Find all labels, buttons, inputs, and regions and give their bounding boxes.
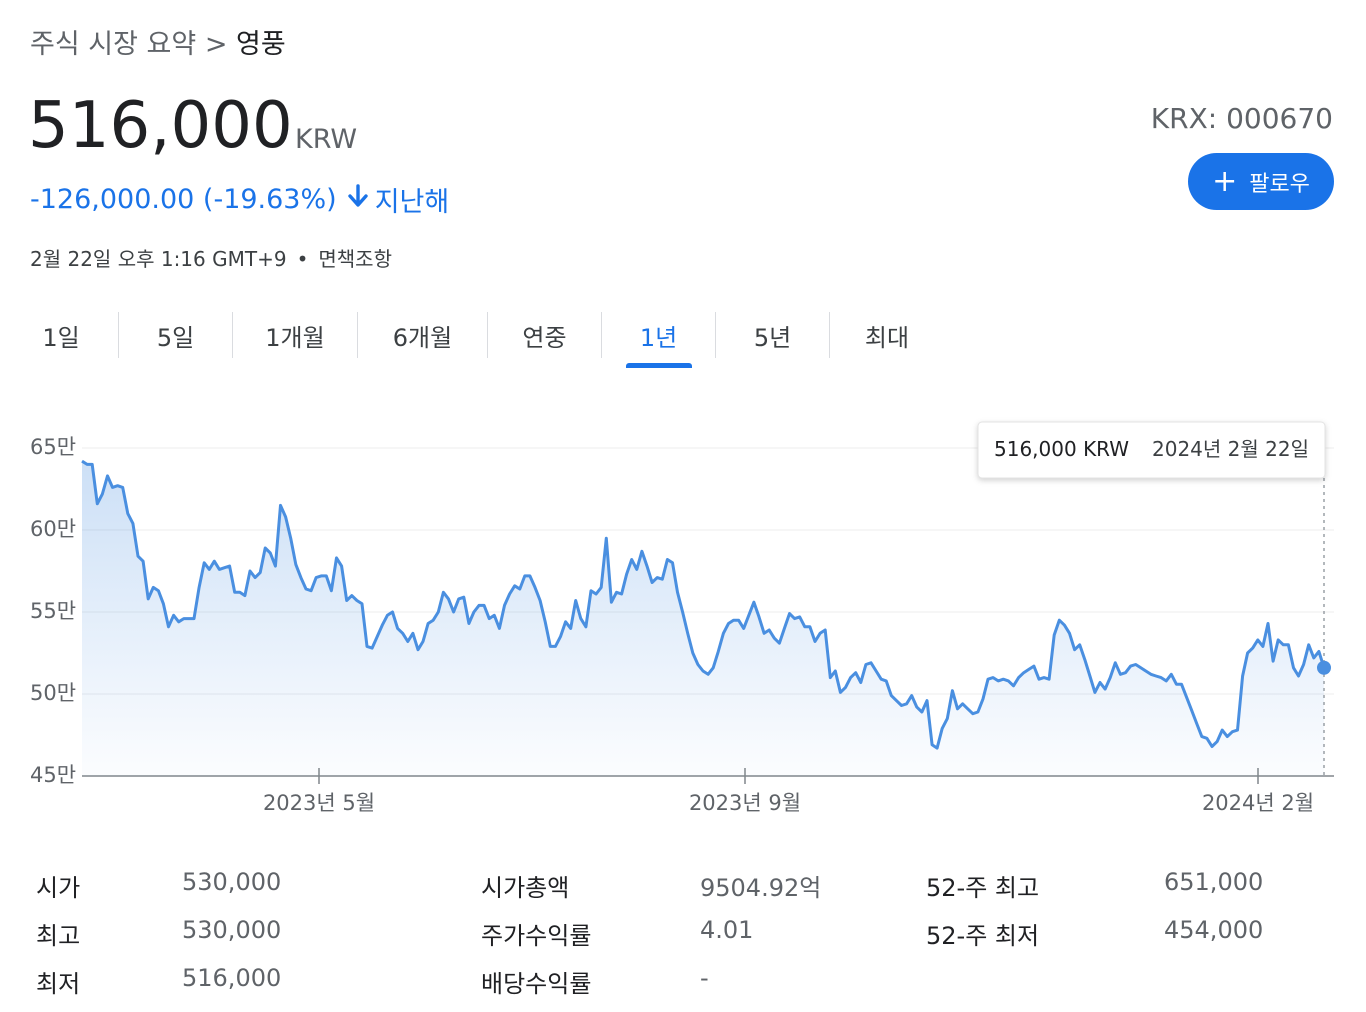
y-tick-label: 55만 — [30, 599, 76, 623]
price-change-value: -126,000.00 (-19.63%) — [30, 184, 337, 215]
y-tick-label: 45만 — [30, 763, 76, 787]
stat-value-high: 530,000 — [182, 916, 282, 944]
stat-label-low: 최저 — [36, 970, 81, 998]
y-tick-label: 65만 — [30, 435, 76, 459]
stat-label-dividend-yield: 배당수익률 — [481, 970, 592, 998]
stat-label-52w-low: 52-주 최저 — [926, 922, 1040, 950]
stat-label-high: 최고 — [36, 922, 81, 950]
price-change: -126,000.00 (-19.63%) 지난해 — [30, 180, 449, 219]
x-tick-label: 2024년 2월 — [1202, 791, 1314, 815]
current-price-marker — [1317, 660, 1331, 675]
stat-value-52w-high: 651,000 — [1164, 868, 1264, 896]
breadcrumb-separator: > — [204, 29, 228, 60]
ticker-symbol: KRX: 000670 — [1150, 102, 1333, 135]
stat-label-52w-high: 52-주 최고 — [926, 874, 1040, 902]
x-tick-label: 2023년 5월 — [263, 791, 375, 815]
stat-label-market-cap: 시가총액 — [481, 874, 570, 902]
stat-value-52w-low: 454,000 — [1164, 916, 1264, 944]
breadcrumb: 주식 시장 요약 > 영풍 — [30, 22, 286, 61]
stat-value-pe-ratio: 4.01 — [700, 916, 754, 944]
tab-5d[interactable]: 5일 — [119, 312, 233, 358]
price-change-period: 지난해 — [374, 187, 450, 218]
arrow-down-icon — [347, 184, 369, 215]
tab-5y[interactable]: 5년 — [716, 312, 830, 358]
tooltip-date: 2024년 2월 22일 — [1152, 437, 1309, 461]
stat-value-dividend-yield: - — [700, 964, 709, 992]
follow-button-label: 팔로우 — [1249, 171, 1310, 197]
tab-1d[interactable]: 1일 — [4, 312, 119, 358]
x-tick-label: 2023년 9월 — [689, 791, 801, 815]
plus-icon: + — [1212, 163, 1238, 199]
tab-6m[interactable]: 6개월 — [358, 312, 488, 358]
stock-price: 516,000 — [28, 89, 293, 163]
stat-value-low: 516,000 — [182, 964, 282, 992]
price-line — [81, 459, 1326, 750]
chart-tooltip: 516,000 KRW 2024년 2월 22일 — [977, 421, 1326, 479]
tab-1m[interactable]: 1개월 — [233, 312, 358, 358]
breadcrumb-parent[interactable]: 주식 시장 요약 — [30, 29, 197, 60]
separator-dot: • — [296, 247, 309, 271]
y-tick-label: 50만 — [30, 681, 76, 705]
time-range-tabs: 1일 5일 1개월 6개월 연중 1년 5년 최대 — [4, 312, 944, 368]
tab-ytd[interactable]: 연중 — [488, 312, 602, 358]
stat-label-open: 시가 — [36, 874, 81, 902]
price-currency: KRW — [295, 124, 358, 155]
breadcrumb-current: 영풍 — [236, 29, 286, 60]
disclaimer-link[interactable]: 면책조항 — [318, 247, 392, 271]
stat-value-market-cap: 9504.92억 — [700, 874, 822, 902]
price-area — [82, 461, 1324, 776]
tab-1y[interactable]: 1년 — [602, 312, 716, 358]
tab-max[interactable]: 최대 — [864, 323, 910, 352]
stat-label-pe-ratio: 주가수익률 — [481, 922, 592, 950]
price-chart[interactable]: 65만 60만 55만 50만 45만 2023년 5월 2023년 9월 2024년 2월 … — [0, 400, 1366, 830]
quote-timestamp-row: 2월 22일 오후 1:16 GMT+9 • 면책조항 — [30, 243, 392, 272]
stat-value-open: 530,000 — [182, 868, 282, 896]
follow-button[interactable]: + 팔로우 — [1188, 153, 1334, 210]
y-tick-label: 60만 — [30, 517, 76, 541]
quote-timestamp: 2월 22일 오후 1:16 GMT+9 — [30, 247, 287, 271]
tooltip-value: 516,000 KRW — [994, 437, 1129, 461]
